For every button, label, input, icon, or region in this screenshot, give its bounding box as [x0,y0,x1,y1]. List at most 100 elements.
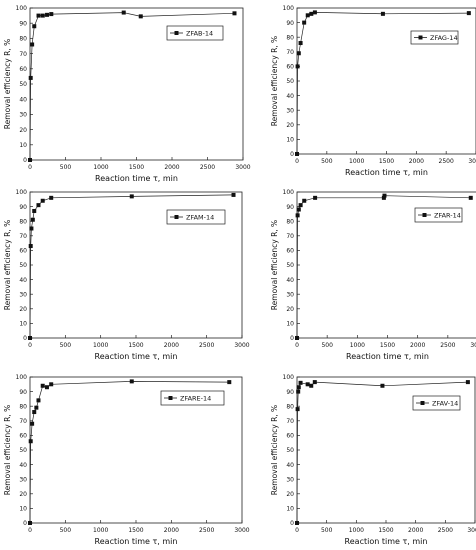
y-axis-label: Removal efficiency R, % [3,220,12,310]
x-tick-label: 0 [28,342,32,349]
y-tick-label: 90 [19,389,27,396]
y-tick-label: 90 [19,204,27,211]
y-tick-label: 100 [16,374,28,381]
x-tick-label: 2500 [199,342,214,349]
y-tick-label: 0 [290,151,294,158]
data-point [380,11,385,16]
x-tick-label: 2000 [164,527,179,534]
data-point [313,195,318,200]
legend-box [166,25,224,41]
data-point [28,244,33,249]
data-point [49,195,54,200]
y-tick-label: 50 [19,447,27,454]
y-tick-label: 70 [286,233,294,240]
data-point [30,217,35,222]
data-point [298,380,303,385]
y-tick-label: 30 [19,476,27,483]
series-line [296,12,469,155]
y-tick-label: 20 [19,491,27,498]
data-point [295,521,299,525]
y-tick-label: 80 [19,218,27,225]
y-tick-label: 90 [286,389,294,396]
data-point [305,13,310,18]
y-tick-label: 20 [286,122,294,129]
x-tick-label: 1000 [349,158,364,165]
y-tick-label: 10 [286,321,294,328]
data-point [380,383,385,388]
x-axis-label: Reaction time τ, min [95,352,178,361]
y-tick-label: 50 [286,78,294,85]
legend-box [412,395,461,411]
data-point [32,24,37,29]
x-tick-label: 0 [295,527,299,534]
y-tick-label: 70 [19,233,27,240]
data-point [296,389,301,394]
x-tick-label: 3000 [234,527,249,534]
y-tick-label: 0 [23,335,27,342]
x-tick-label: 1000 [93,527,108,534]
x-axis-label: Reaction time τ, min [95,174,178,183]
data-point [231,192,236,197]
x-tick-label: 1500 [128,342,143,349]
data-point [382,193,387,198]
y-tick-label: 30 [19,112,27,119]
data-point [40,13,45,18]
y-tick-label: 40 [286,93,294,100]
data-point [129,379,134,384]
data-point [49,382,54,387]
data-point [138,14,143,19]
x-tick-label: 3000 [470,342,476,349]
y-tick-label: 20 [19,127,27,134]
legend-box [410,30,459,45]
legend-marker [418,35,423,40]
x-tick-label: 2000 [164,164,179,171]
legend-label: ZFARE-14 [180,395,211,403]
data-point [312,10,317,15]
y-tick-label: 10 [286,137,294,144]
x-tick-label: 1000 [93,164,108,171]
data-point [30,421,35,426]
legend: ZFAM-14 [166,209,226,225]
data-point [309,11,314,16]
data-point [302,198,307,203]
x-tick-label: 1000 [93,342,108,349]
data-point [29,226,34,231]
y-tick-label: 20 [286,306,294,313]
data-point [296,207,301,212]
y-axis-label: Removal efficiency R, % [270,405,279,495]
data-point [298,41,303,46]
legend-label: ZFAB-14 [186,30,213,38]
y-tick-label: 90 [286,20,294,27]
y-axis-label: Removal efficiency R, % [3,39,12,129]
chart-panel-4: 0 500 1000 1500 2000 2500 3000 0 10 20 30 40 50 60 70 8… [270,189,476,361]
y-tick-label: 100 [283,5,295,12]
x-tick-label: 2500 [438,527,453,534]
legend-marker [168,396,173,400]
y-tick-label: 70 [19,51,27,58]
y-tick-label: 60 [19,433,27,440]
series-line [29,194,234,339]
legend-label: ZFAV-14 [432,400,458,408]
chart-panel-2: 0 500 1000 1500 2000 2500 3000 0 10 20 30 40 50 60 70 8… [270,5,476,177]
data-point [309,383,314,388]
x-tick-label: 500 [321,527,333,534]
series-line [296,381,468,524]
data-point [40,198,45,203]
y-tick-label: 60 [19,248,27,255]
y-tick-label: 30 [286,291,294,298]
legend: ZFAR-14 [414,207,463,223]
y-tick-label: 60 [286,433,294,440]
data-point [295,152,299,156]
legend-label: ZFAM-14 [186,214,214,222]
data-point [295,336,299,340]
x-tick-label: 1000 [350,342,365,349]
data-point [296,385,301,390]
y-tick-label: 50 [19,262,27,269]
data-point [32,410,37,415]
y-tick-label: 20 [19,306,27,313]
y-tick-label: 0 [290,520,294,527]
legend: ZFAV-14 [412,395,461,411]
y-tick-label: 80 [286,34,294,41]
chart-panel-3: 0 500 1000 1500 2000 2500 3000 0 10 20 30 40 50 60 70 8… [3,189,250,361]
x-tick-label: 0 [28,527,32,534]
